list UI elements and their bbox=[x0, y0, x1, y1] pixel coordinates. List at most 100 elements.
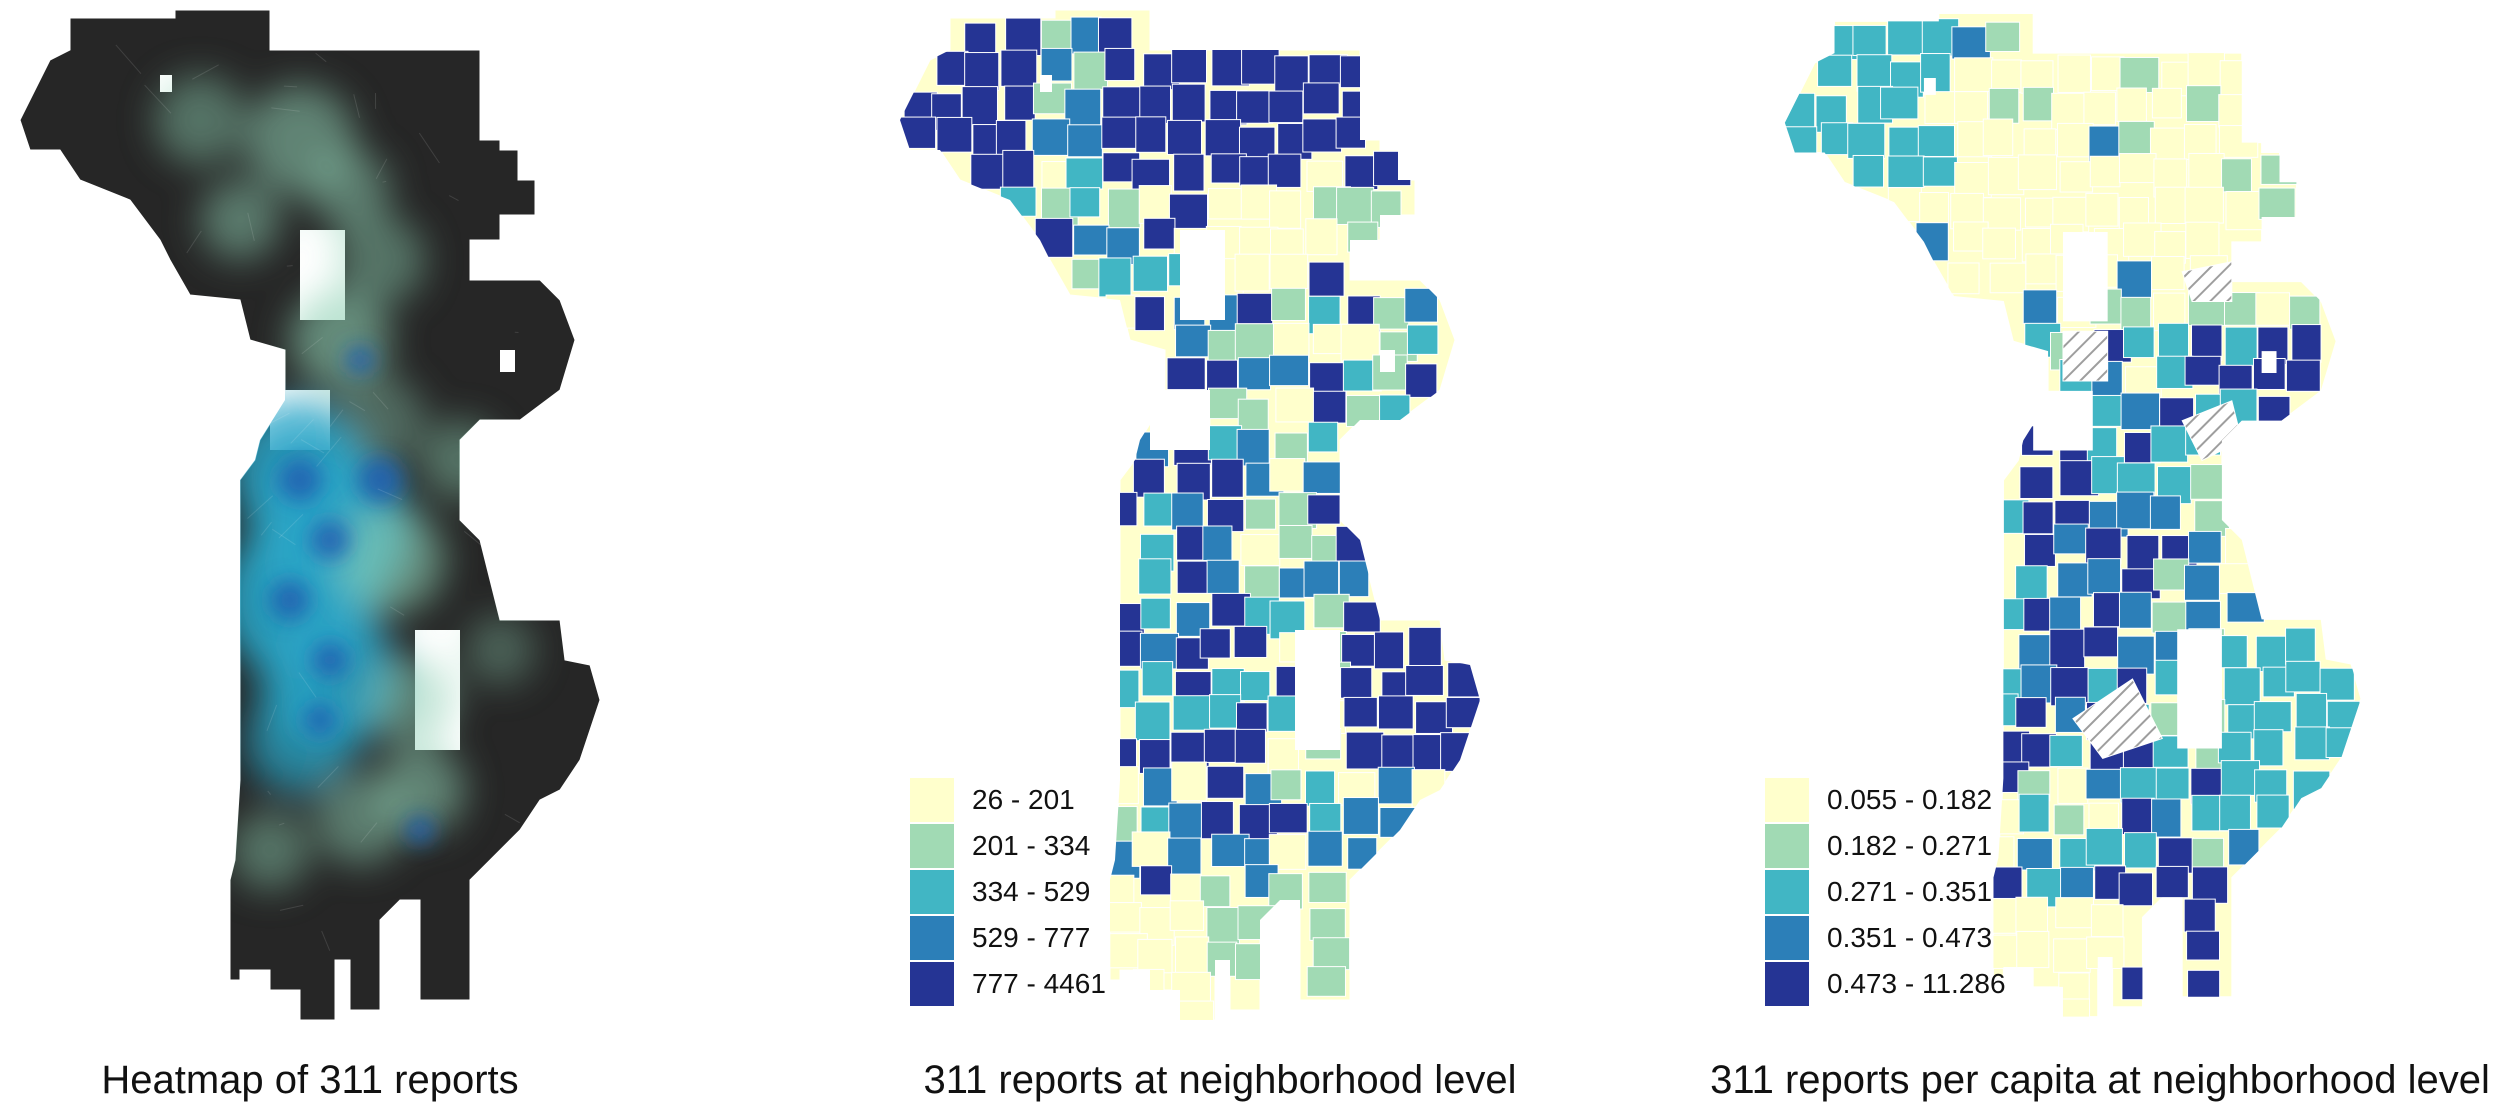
boundary-line bbox=[206, 850, 213, 858]
panel-counts: 26 - 201 201 - 334 334 - 529 529 - 777 7… bbox=[880, 0, 1620, 1110]
boundary-line bbox=[270, 379, 274, 404]
neighborhood-cell bbox=[1234, 253, 1270, 292]
neighborhood-cell bbox=[2223, 667, 2261, 706]
neighborhood-cell bbox=[1172, 695, 1212, 731]
boundary-line bbox=[329, 409, 344, 427]
heat-hotspot bbox=[278, 458, 322, 502]
neighborhood-cell bbox=[1237, 398, 1269, 431]
neighborhood-cell bbox=[2224, 326, 2258, 367]
neighborhood-cell bbox=[1203, 728, 1240, 763]
neighborhood-cell bbox=[2085, 768, 2125, 800]
neighborhood-cell bbox=[1404, 287, 1438, 323]
neighborhood-cell bbox=[1004, 85, 1036, 121]
neighborhood-cell bbox=[1233, 625, 1268, 658]
legend-label: 0.271 - 0.351 bbox=[1827, 876, 1993, 907]
boundary-line bbox=[71, 178, 85, 192]
neighborhood-cell bbox=[2226, 592, 2265, 623]
neighborhood-cell bbox=[2116, 260, 2152, 299]
void-area bbox=[2033, 390, 2093, 451]
neighborhood-cell bbox=[1204, 119, 1242, 157]
outside-mask bbox=[1765, 0, 2500, 1040]
boundary-line bbox=[121, 216, 126, 242]
neighborhood-cell bbox=[2083, 626, 2119, 658]
boundary-line bbox=[353, 94, 361, 118]
boundary-line bbox=[316, 436, 342, 467]
neighborhood-cell bbox=[1207, 425, 1243, 461]
boundary-line bbox=[172, 819, 176, 836]
neighborhood-cell bbox=[1982, 197, 2022, 231]
neighborhood-cell bbox=[1107, 188, 1141, 229]
neighborhood-cell bbox=[2121, 797, 2155, 836]
neighborhood-cell bbox=[1275, 387, 1315, 423]
neighborhood-cell bbox=[2118, 153, 2157, 184]
neighborhood-cell bbox=[2289, 295, 2321, 330]
legend-label: 0.055 - 0.182 bbox=[1827, 784, 1993, 815]
void-area bbox=[500, 350, 515, 372]
neighborhood-cell bbox=[1140, 597, 1171, 630]
neighborhood-cell bbox=[1104, 47, 1136, 82]
boundary-line bbox=[315, 52, 327, 63]
caption-counts: 311 reports at neighborhood level bbox=[923, 1058, 1517, 1102]
neighborhood-cell bbox=[1073, 224, 1110, 256]
boundary-line bbox=[144, 84, 172, 114]
neighborhood-cell bbox=[1406, 324, 1439, 355]
neighborhood-cell bbox=[936, 116, 973, 153]
neighborhood-cell bbox=[2255, 292, 2290, 326]
neighborhood-cell bbox=[1073, 51, 1109, 90]
neighborhood-cell bbox=[2258, 187, 2296, 220]
legend-label: 0.351 - 0.473 bbox=[1827, 922, 1993, 953]
neighborhood-cell bbox=[1166, 357, 1206, 391]
boundary-line bbox=[259, 412, 290, 430]
neighborhood-cell bbox=[1308, 871, 1347, 904]
legend-label: 334 - 529 bbox=[972, 876, 1091, 907]
void-area bbox=[1923, 78, 1936, 95]
neighborhood-cell bbox=[1954, 161, 1992, 198]
legend-swatch bbox=[1765, 870, 1809, 914]
legend-swatch bbox=[910, 962, 954, 1006]
neighborhood-cell bbox=[1880, 86, 1919, 120]
neighborhood-cell bbox=[2151, 798, 2182, 838]
heat-blob bbox=[365, 655, 455, 745]
legend-label: 529 - 777 bbox=[972, 922, 1091, 953]
neighborhood-cell bbox=[1169, 900, 1205, 931]
neighborhood-cell bbox=[2151, 87, 2182, 119]
neighborhood-cell bbox=[1269, 190, 1302, 229]
caption-heatmap: Heatmap of 311 reports bbox=[101, 1058, 519, 1102]
neighborhood-cell bbox=[2188, 530, 2222, 564]
neighborhood-cell bbox=[2149, 495, 2181, 530]
neighborhood-cell bbox=[1207, 188, 1245, 220]
boundary-line bbox=[372, 391, 389, 410]
boundary-line bbox=[119, 739, 145, 755]
neighborhood-cell bbox=[1070, 16, 1102, 55]
neighborhood-cell bbox=[1237, 357, 1272, 391]
legend-label: 26 - 201 bbox=[972, 784, 1075, 815]
neighborhood-cell bbox=[1002, 149, 1035, 190]
neighborhood-cell bbox=[2326, 700, 2361, 732]
heat-hotspot bbox=[304, 704, 336, 736]
neighborhood-cell bbox=[1951, 26, 1991, 60]
boundary-line bbox=[382, 180, 387, 183]
neighborhood-cell bbox=[1171, 48, 1207, 84]
neighborhood-cell bbox=[1305, 218, 1338, 256]
neighborhood-cell bbox=[2058, 972, 2090, 1003]
neighborhood-cell bbox=[936, 50, 969, 86]
boundary-line bbox=[82, 372, 86, 402]
neighborhood-cell bbox=[1040, 47, 1073, 82]
neighborhood-cell bbox=[1377, 766, 1415, 805]
heat-blob bbox=[155, 75, 245, 165]
neighborhood-cell bbox=[1268, 90, 1304, 124]
neighborhood-cell bbox=[1097, 17, 1133, 53]
heat-hotspot bbox=[310, 520, 350, 560]
neighborhood-cell bbox=[1234, 323, 1275, 361]
boundary-line bbox=[82, 410, 95, 421]
neighborhood-cell bbox=[2016, 838, 2053, 871]
neighborhood-cell bbox=[1098, 257, 1132, 298]
neighborhood-cell bbox=[2294, 726, 2330, 761]
legend-swatch bbox=[1765, 916, 1809, 960]
heatmap-map bbox=[19, 9, 601, 1021]
neighborhood-cell bbox=[2057, 767, 2089, 804]
neighborhood-cell bbox=[1405, 363, 1438, 398]
neighborhood-cell bbox=[2022, 289, 2058, 325]
void-area bbox=[2062, 231, 2108, 322]
neighborhood-cell bbox=[1211, 833, 1250, 868]
